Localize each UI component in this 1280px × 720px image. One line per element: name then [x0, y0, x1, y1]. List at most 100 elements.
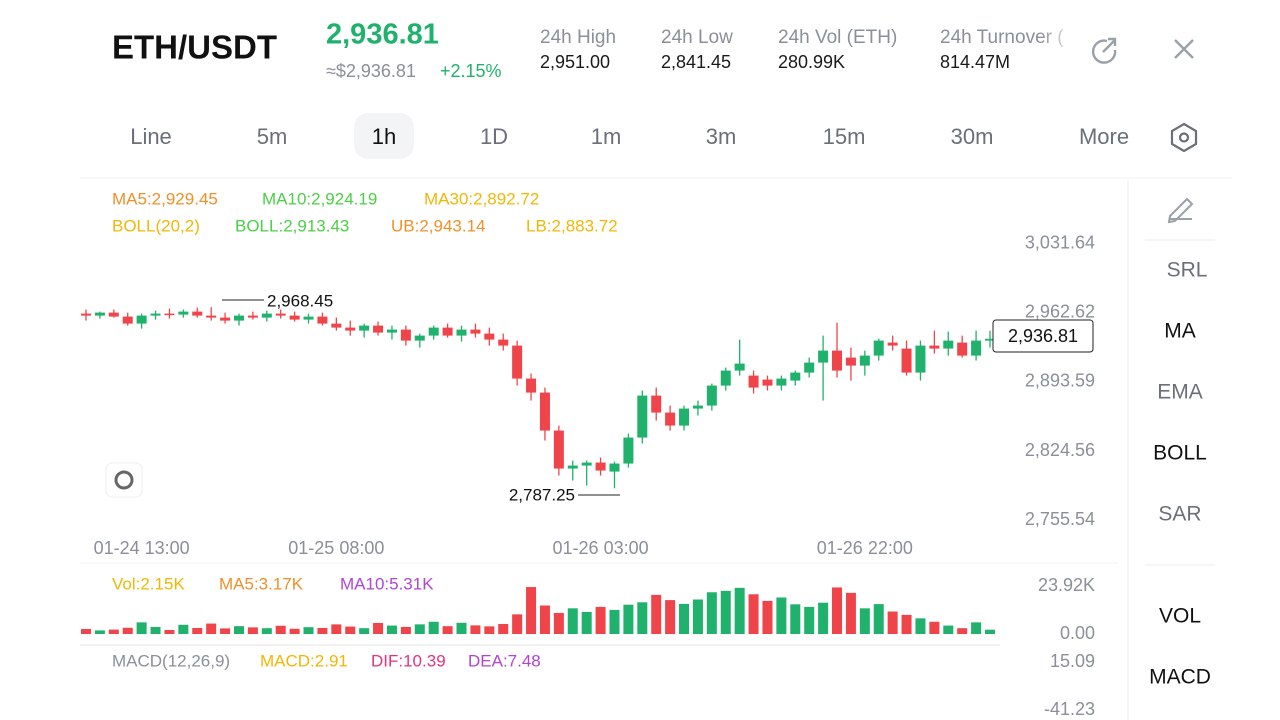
candle-body: [386, 329, 397, 333]
y-tick-label: 23.92K: [1038, 575, 1095, 595]
volume-bar: [206, 623, 217, 634]
volume-bar: [470, 625, 481, 634]
volume-bar: [581, 611, 592, 634]
candle-body: [873, 340, 884, 356]
volume-bar: [261, 628, 272, 634]
indicator-button[interactable]: SAR: [1158, 503, 1201, 526]
volume-bar: [692, 599, 703, 634]
candle-body: [484, 333, 495, 340]
candle-body: [957, 342, 968, 356]
x-tick-label: 01-25 08:00: [288, 538, 384, 558]
timeframe-tab[interactable]: 1m: [591, 124, 622, 149]
x-tick-label: 01-24 13:00: [94, 538, 190, 558]
volume-bar: [748, 594, 759, 634]
volume-bar: [873, 604, 884, 634]
candle-body: [94, 312, 105, 316]
timeframe-tab[interactable]: 1D: [480, 124, 508, 149]
volume-bar: [498, 623, 509, 634]
last-price-box: [992, 319, 1094, 353]
volume-bar: [178, 624, 189, 634]
timeframe-tab[interactable]: 5m: [257, 124, 288, 149]
candle-body: [943, 340, 954, 349]
pair: ETH/USDT: [112, 29, 277, 66]
stat-label: 24h Turnover (: [940, 27, 1064, 48]
candle-body: [122, 316, 133, 324]
volume-bar: [776, 597, 787, 634]
candle-body: [553, 430, 564, 469]
indicator-button[interactable]: MACD: [1149, 666, 1211, 689]
timeframe-tab[interactable]: More: [1079, 124, 1129, 149]
volume-bar: [247, 627, 258, 634]
volume-bar: [734, 587, 745, 634]
max-label: 2,968.45: [267, 291, 333, 310]
stat-label: 24h Vol (ETH): [778, 27, 897, 48]
share-button[interactable]: [1091, 37, 1117, 64]
y-tick-label: 2,893.59: [1025, 371, 1095, 391]
macd-legend: DEA:7.48: [468, 651, 541, 670]
volume-bar: [637, 602, 648, 634]
candle-body: [345, 327, 356, 331]
candle-body: [512, 345, 523, 379]
candle-body: [845, 357, 856, 366]
macd-legend: DIF:10.39: [371, 651, 446, 670]
close-button[interactable]: [1174, 39, 1194, 59]
candle-body: [526, 378, 537, 393]
candle-body: [692, 405, 703, 409]
indicator-button[interactable]: EMA: [1157, 381, 1203, 404]
candle-body: [539, 392, 550, 431]
timeframe-tab[interactable]: 30m: [951, 124, 994, 149]
volume-bar: [984, 629, 996, 634]
settings-button[interactable]: [1170, 122, 1198, 153]
min-label: 2,787.25: [509, 485, 575, 504]
volume-bar: [859, 608, 870, 634]
volume-bar: [651, 594, 662, 634]
stat-value: 2,841.45: [661, 52, 731, 72]
timeframe-tab[interactable]: 15m: [823, 124, 866, 149]
volume-bar: [373, 622, 384, 634]
candle-body: [442, 327, 453, 336]
indicator-button[interactable]: VOL: [1159, 605, 1201, 628]
indicator-button[interactable]: SRL: [1167, 259, 1208, 282]
candle-body: [832, 350, 843, 371]
vol-legend: MA10:5.31K: [340, 574, 434, 593]
draw-button[interactable]: [1167, 197, 1194, 224]
candle-body: [915, 345, 926, 373]
indicator-button[interactable]: MA: [1164, 320, 1196, 343]
timeframe-tab[interactable]: 1h: [372, 124, 396, 149]
volume-bar: [929, 621, 940, 634]
volume-bar: [331, 624, 342, 634]
volume-bar: [94, 630, 105, 634]
indicator-button[interactable]: BOLL: [1153, 442, 1207, 465]
candle-body: [400, 329, 411, 341]
candle-body: [929, 345, 940, 349]
logo-button[interactable]: [105, 462, 143, 498]
timeframe-tab[interactable]: 3m: [706, 124, 737, 149]
volume-bar: [762, 600, 773, 634]
candle-body: [679, 408, 690, 426]
volume-bar: [790, 604, 801, 634]
volume-bar: [108, 629, 119, 634]
timeframe-tab[interactable]: Line: [130, 124, 172, 149]
volume-bar: [456, 622, 467, 634]
volume-bar: [386, 625, 397, 634]
legend-ma10: MA10:2,924.19: [262, 189, 377, 208]
candle-body: [331, 323, 342, 328]
y-tick-label: 15.09: [1050, 651, 1095, 671]
volume-bar: [957, 628, 968, 634]
candle-body: [470, 329, 481, 334]
candle-body: [818, 350, 829, 363]
candle-body: [150, 313, 161, 316]
candle-body: [192, 311, 203, 316]
volume-bar: [136, 622, 147, 634]
volume-bar: [915, 618, 926, 634]
candle-body: [609, 463, 620, 472]
logo-icon: [114, 470, 134, 490]
macd-legend: MACD:2.91: [260, 651, 348, 670]
volume-bar: [595, 606, 606, 634]
candle-body: [275, 313, 286, 316]
volume-bar: [317, 627, 328, 634]
candle-body: [414, 335, 425, 341]
vol-legend: Vol:2.15K: [112, 574, 185, 593]
